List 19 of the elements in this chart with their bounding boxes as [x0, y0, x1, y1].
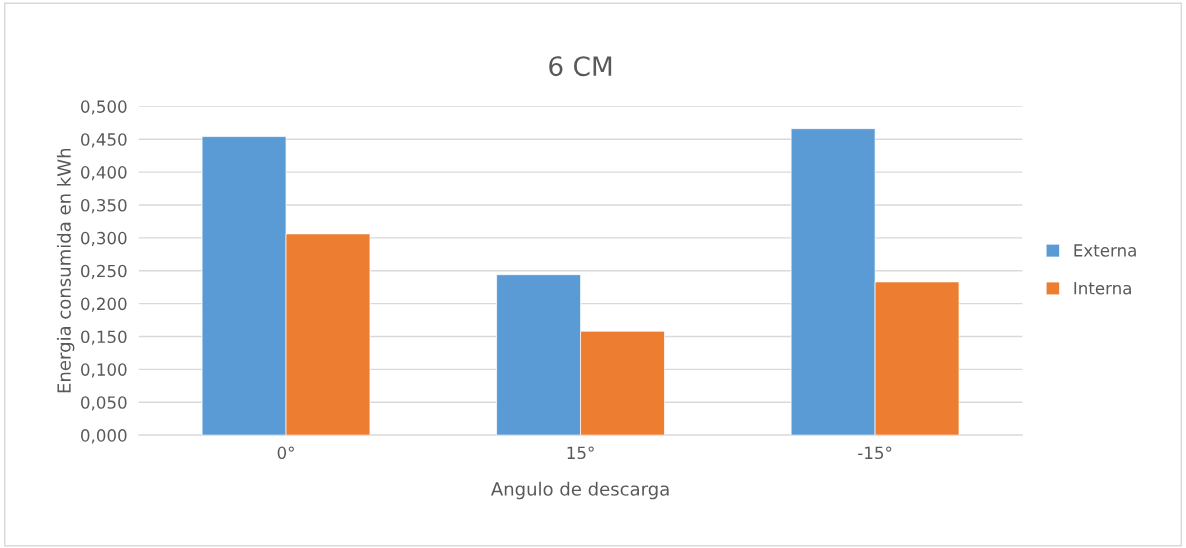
legend-label: Externa [1074, 244, 1136, 257]
x-axis-title: Angulo de descarga [490, 481, 669, 500]
y-tick-label: 0,300 [81, 231, 127, 247]
y-tick-label: 0,100 [81, 363, 127, 378]
x-tick-label: -15° [858, 446, 892, 460]
y-tick-label: 0,050 [81, 396, 127, 411]
y-tick-label: 0,150 [81, 330, 127, 345]
y-tick-label: 0,400 [81, 166, 127, 181]
y-tick-label: 0,500 [81, 100, 127, 115]
y-tick-label: 0,200 [81, 297, 127, 312]
y-tick-label: 0,350 [81, 198, 127, 214]
x-tick-label: 15° [567, 446, 594, 460]
legend-label: Interna [1074, 282, 1131, 295]
y-axis-title: Energia consumida en kWh [56, 148, 75, 393]
y-tick-label: 0,250 [81, 264, 127, 279]
x-tick-label: 0° [277, 446, 294, 460]
y-tick-label: 0,450 [81, 133, 127, 148]
y-tick-label: 0,000 [81, 429, 127, 444]
chart-title: 6 CM [549, 56, 612, 77]
